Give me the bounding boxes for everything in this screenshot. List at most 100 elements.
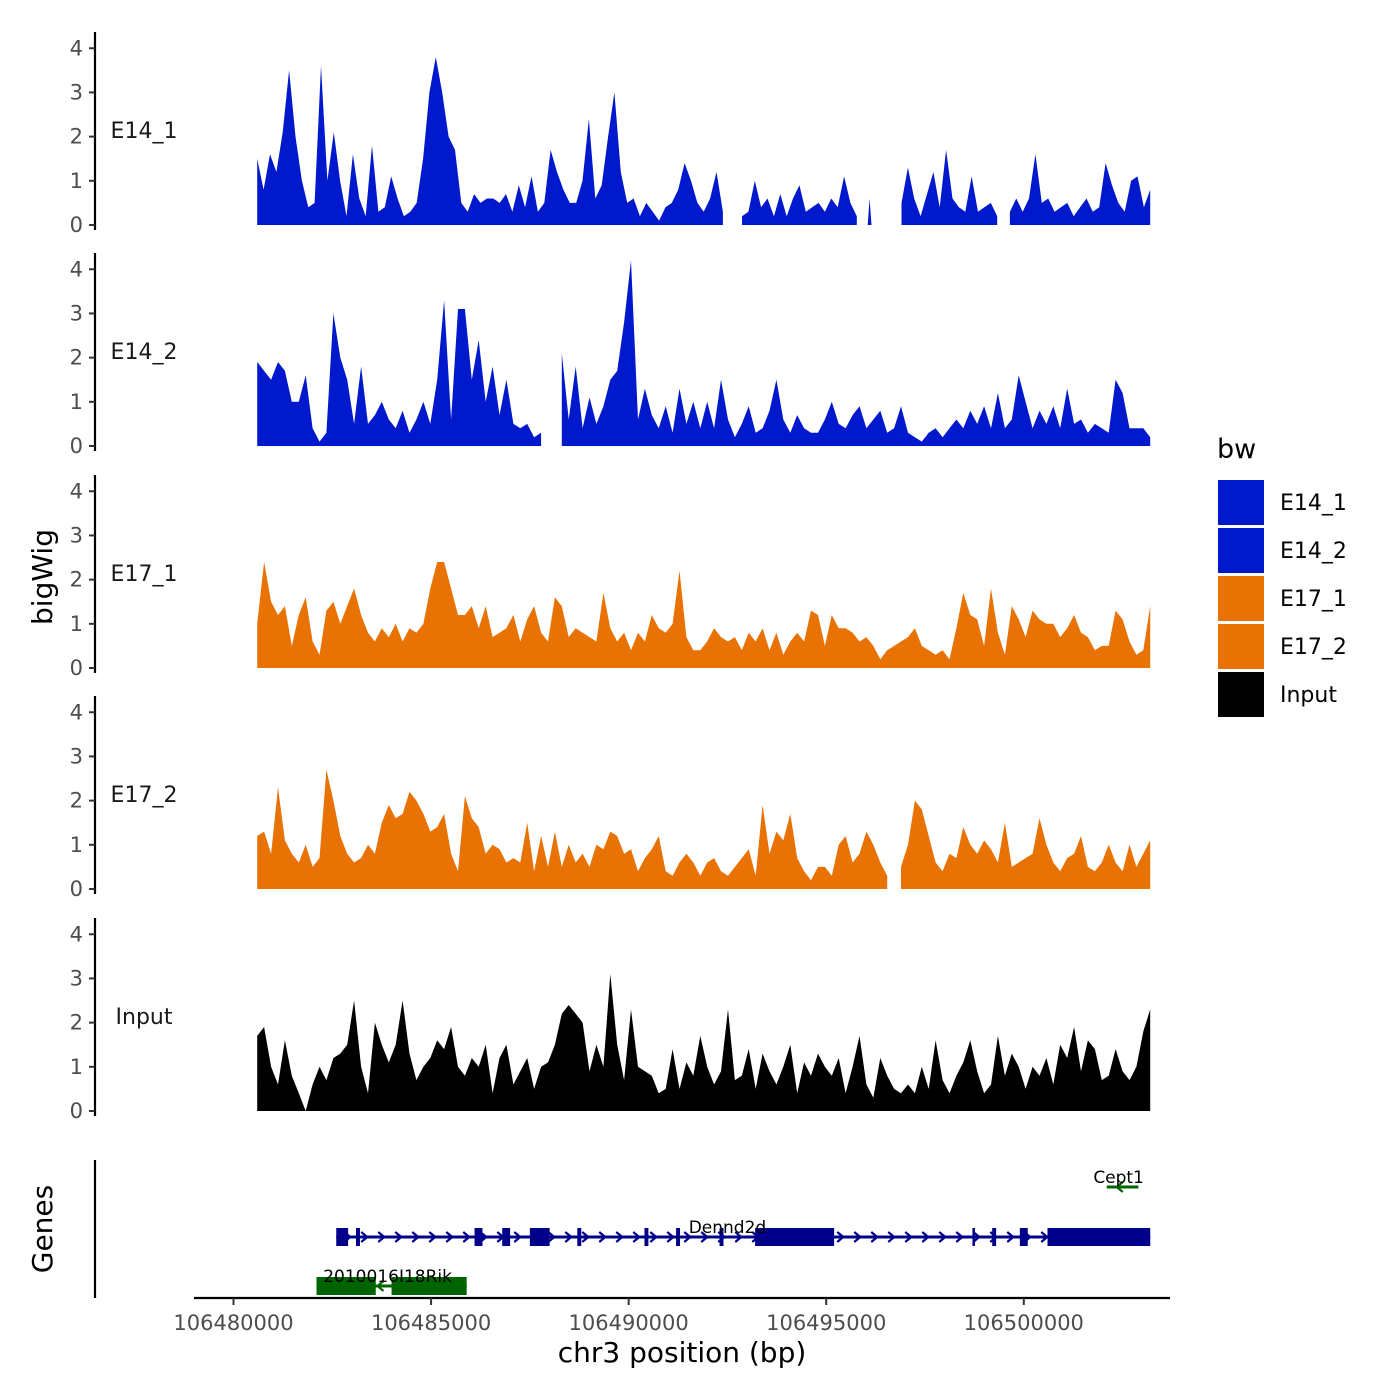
track-label-input: Input <box>116 1005 173 1030</box>
legend-label-e14_1: E14_1 <box>1280 491 1347 516</box>
track-panel-e14_1: 0 1 2 3 4 E14_1 <box>70 32 1151 237</box>
y-tick-label: 0 <box>70 434 83 458</box>
exon-block <box>719 1228 724 1246</box>
x-tick-label: 106500000 <box>964 1311 1084 1335</box>
track-label-e14_1: E14_1 <box>111 119 178 144</box>
y-tick-label: 1 <box>70 612 83 636</box>
strand-arrow <box>632 1231 641 1243</box>
strand-arrow <box>700 1231 709 1243</box>
y-tick-label: 2 <box>70 568 83 592</box>
strand-arrow <box>428 1231 437 1243</box>
y-tick-label: 0 <box>70 656 83 680</box>
area-e17_1 <box>257 562 1151 668</box>
strand-arrow <box>598 1231 607 1243</box>
y-tick-label: 0 <box>70 213 83 237</box>
legend-key-e17_1 <box>1218 576 1264 621</box>
area-e17_2 <box>257 769 1151 889</box>
x-tick-label: 106480000 <box>173 1311 293 1335</box>
x-tick-label: 106485000 <box>371 1311 491 1335</box>
track-panel-input: 0 1 2 3 4 Input <box>70 918 1151 1123</box>
y-tick-label: 1 <box>70 1055 83 1079</box>
legend-label-e14_2: E14_2 <box>1280 539 1347 564</box>
exon-block <box>1019 1228 1028 1246</box>
strand-arrow <box>734 1231 743 1243</box>
exon-block <box>972 1228 975 1246</box>
y-tick-label: 1 <box>70 169 83 193</box>
exon-block <box>316 1277 376 1295</box>
y-tick-label: 1 <box>70 833 83 857</box>
exon-block <box>502 1228 511 1246</box>
legend-label-input: Input <box>1280 683 1337 708</box>
x-axis-title: chr3 position (bp) <box>558 1336 807 1369</box>
strand-arrow <box>904 1231 913 1243</box>
gene-cept1: Cept1 <box>1093 1168 1144 1193</box>
strand-arrow <box>513 1231 522 1243</box>
strand-arrow <box>394 1231 403 1243</box>
strand-arrow <box>921 1231 930 1243</box>
exon-block <box>336 1228 349 1246</box>
y-tick-label: 2 <box>70 346 83 370</box>
gene-dennd2d: Dennd2d <box>336 1218 1151 1246</box>
legend-label-e17_1: E17_1 <box>1280 587 1347 612</box>
x-tick-label: 106495000 <box>766 1311 886 1335</box>
strand-arrow <box>411 1231 420 1243</box>
exon-block <box>755 1228 835 1246</box>
strand-arrow <box>547 1231 556 1243</box>
y-tick-label: 4 <box>70 700 83 724</box>
y-tick-label: 4 <box>70 922 83 946</box>
strand-arrow <box>938 1231 947 1243</box>
strand-arrow <box>375 1280 385 1292</box>
legend-key-input <box>1218 672 1264 717</box>
exon-block <box>992 1228 997 1246</box>
y-tick-label: 4 <box>70 479 83 503</box>
legend-key-e14_1 <box>1218 480 1264 525</box>
y-tick-label: 3 <box>70 523 83 547</box>
gene-label-2010016i18rik: 2010016I18Rik <box>323 1267 452 1287</box>
genes-panel-label: Genes <box>26 1185 59 1273</box>
strand-arrow <box>1006 1231 1015 1243</box>
strand-arrow <box>972 1231 981 1243</box>
strand-arrow <box>887 1231 896 1243</box>
track-label-e14_2: E14_2 <box>111 340 178 365</box>
y-tick-label: 2 <box>70 125 83 149</box>
y-axis-title: bigWig <box>26 529 59 625</box>
track-label-e17_1: E17_1 <box>111 562 178 587</box>
legend-key-e14_2 <box>1218 528 1264 573</box>
strand-arrow <box>1040 1231 1049 1243</box>
strand-arrow <box>445 1231 454 1243</box>
genes-panel: Genes Cept1 Dennd2d 2010016I18Rik <box>26 1160 1151 1298</box>
y-tick-label: 1 <box>70 390 83 414</box>
y-tick-label: 3 <box>70 744 83 768</box>
strand-arrow <box>870 1231 879 1243</box>
strand-arrow <box>377 1231 386 1243</box>
y-tick-label: 4 <box>70 36 83 60</box>
x-axis: 106480000 106485000 106490000 106495000 1065… <box>173 1296 1170 1369</box>
legend-title: bw <box>1217 434 1256 465</box>
strand-arrow <box>360 1231 369 1243</box>
exon-block <box>577 1228 582 1246</box>
gene-label-dennd2d: Dennd2d <box>689 1218 767 1238</box>
strand-arrow <box>955 1231 964 1243</box>
area-e14_1 <box>257 57 1151 225</box>
strand-arrow <box>853 1231 862 1243</box>
strand-arrow <box>1115 1181 1124 1193</box>
strand-arrow <box>649 1231 658 1243</box>
gene-2010016i18rik: 2010016I18Rik <box>316 1267 467 1295</box>
y-tick-label: 0 <box>70 1099 83 1123</box>
strand-arrow <box>683 1231 692 1243</box>
legend: bw E14_1 E14_2 E17_1 E17_2 Input <box>1217 434 1347 717</box>
gene-label-cept1: Cept1 <box>1093 1168 1144 1188</box>
legend-label-e17_2: E17_2 <box>1280 635 1347 660</box>
y-tick-label: 2 <box>70 789 83 813</box>
strand-arrow <box>564 1231 573 1243</box>
y-tick-label: 3 <box>70 966 83 990</box>
exon-block <box>529 1228 550 1246</box>
y-tick-label: 3 <box>70 80 83 104</box>
exon-block <box>474 1228 483 1246</box>
y-tick-label: 3 <box>70 301 83 325</box>
y-tick-label: 2 <box>70 1011 83 1035</box>
exon-block <box>644 1228 649 1246</box>
x-tick-label: 106490000 <box>569 1311 689 1335</box>
